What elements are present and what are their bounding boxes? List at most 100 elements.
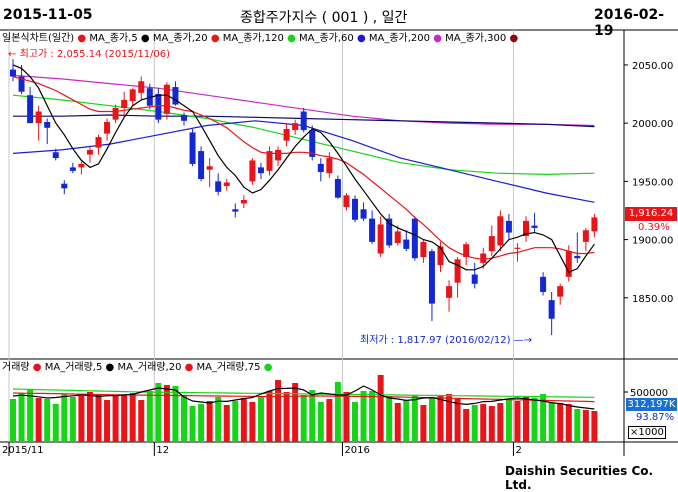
candle-body (129, 89, 136, 102)
volume-bar (352, 402, 358, 442)
chart-title: 종합주가지수 ( 001 ) , 일간 (240, 10, 408, 26)
candle-body (240, 199, 247, 204)
volume-ma20-line (12, 392, 595, 403)
candle-body (189, 132, 196, 164)
ma60-line (12, 94, 595, 176)
volume-bar (146, 391, 153, 442)
low-arrow-icon: —→ (513, 335, 533, 346)
volume-bar (266, 391, 273, 442)
volume-bar (403, 400, 410, 442)
candle-body (523, 220, 529, 237)
volume-bar (155, 383, 162, 442)
high-annotation-text: 최고가 : 2,055.14 (2015/11/06) (19, 49, 171, 60)
legend-vma20: MA_거래량,20 (117, 362, 182, 373)
candle-body (343, 195, 350, 207)
candle-body (283, 128, 290, 141)
legend-dot-vma75: ● (184, 362, 194, 373)
candle-body (565, 251, 572, 277)
volume-bar (454, 399, 461, 442)
volume-bar (215, 397, 222, 442)
volume-bar (198, 404, 205, 442)
low-annotation: 최저가 : 1,817.97 (2016/02/12) —→ (360, 331, 532, 346)
volume-bar (514, 401, 521, 442)
candle-body (411, 218, 418, 259)
candle-body (488, 236, 495, 252)
volume-bar (104, 400, 111, 442)
legend-ma5: MA_종가,5 (89, 33, 138, 44)
volume-bar (471, 405, 478, 442)
legend-ma120: MA_종가,120 (222, 33, 284, 44)
volume-bar (557, 403, 564, 442)
xaxis-tick-label: 2 (515, 445, 521, 456)
volume-bar (257, 397, 264, 442)
price-panel-title: 일본식차트(일간) (2, 33, 75, 44)
candle-body (78, 163, 85, 168)
volume-bar (377, 375, 384, 442)
volume-panel-title: 거래량 (2, 362, 30, 373)
start-date: 2015-11-05 (3, 7, 93, 23)
candle-body (300, 111, 307, 131)
candle-body (437, 246, 444, 266)
volume-bar (69, 397, 76, 442)
volume-bar (428, 397, 435, 442)
candle-body (104, 121, 111, 134)
volume-bar (240, 398, 247, 442)
candle-body (403, 239, 410, 249)
volume-units: ×1000 (628, 426, 666, 439)
volume-bar (437, 395, 444, 442)
candle-body (292, 123, 299, 131)
candle-body (326, 158, 333, 174)
candle-body (10, 69, 16, 77)
volume-bar (411, 395, 418, 442)
volume-legend: 거래량 ● MA_거래량,5 ● MA_거래량,20 ● MA_거래량,75 ● (2, 361, 272, 374)
volume-bar (249, 402, 256, 442)
candle-body (69, 167, 76, 171)
volume-bar (10, 399, 16, 442)
volume-bar (86, 392, 93, 442)
candle-body (480, 253, 487, 263)
candle-body (377, 224, 384, 254)
yaxis-tick-label: 2000.00 (632, 119, 673, 130)
yaxis-tick-label: 1850.00 (632, 294, 673, 305)
xaxis-tick-label: 2016 (344, 445, 369, 456)
candle-body (557, 286, 564, 297)
high-annotation: ← 최고가 : 2,055.14 (2015/11/06) (8, 45, 170, 60)
candle-body (232, 209, 239, 212)
volume-bar (548, 402, 555, 442)
volume-bar (95, 394, 102, 442)
ma20-line (12, 76, 595, 261)
volume-bar (52, 404, 59, 442)
volume-bar (78, 396, 85, 442)
candle-body (428, 251, 435, 304)
volume-bar (121, 395, 128, 442)
volume-bar (369, 391, 376, 442)
footer-brand: Daishin Securities Co. Ltd. (505, 464, 654, 492)
volume-bar (283, 392, 290, 442)
volume-bar (505, 399, 512, 442)
candle-body (112, 108, 119, 120)
volume-bar (112, 396, 119, 442)
candle-body (420, 241, 427, 258)
yaxis-tick-label: 1950.00 (632, 177, 673, 188)
high-arrow-icon: ← (8, 49, 17, 60)
candle-body (198, 151, 205, 180)
legend-dot-ma20: ● (140, 33, 150, 44)
chart-header: 2015-11-05 종합주가지수 ( 001 ) , 일간 2016-02-1… (0, 0, 678, 39)
candle-body (394, 231, 401, 244)
candle-body (463, 244, 470, 258)
candle-body (454, 259, 461, 283)
ma5-line (12, 64, 595, 273)
last-price-badge: 1,916.24 (625, 207, 677, 221)
volume-bar (463, 409, 470, 442)
candle-body (155, 94, 162, 120)
legend-vma75: MA_거래량,75 (196, 362, 261, 373)
legend-ma200: MA_종가,200 (368, 33, 431, 44)
legend-dot-ma60: ● (287, 33, 296, 44)
volume-bar (343, 392, 350, 442)
legend-ma300: MA_종가,300 (445, 33, 507, 44)
candle-body (86, 149, 93, 155)
candle-body (18, 76, 25, 92)
legend-dot-ma300: ● (433, 33, 442, 44)
legend-ma60: MA_종가,60 (298, 33, 354, 44)
volume-yaxis-tick-label: 500000 (630, 388, 668, 399)
